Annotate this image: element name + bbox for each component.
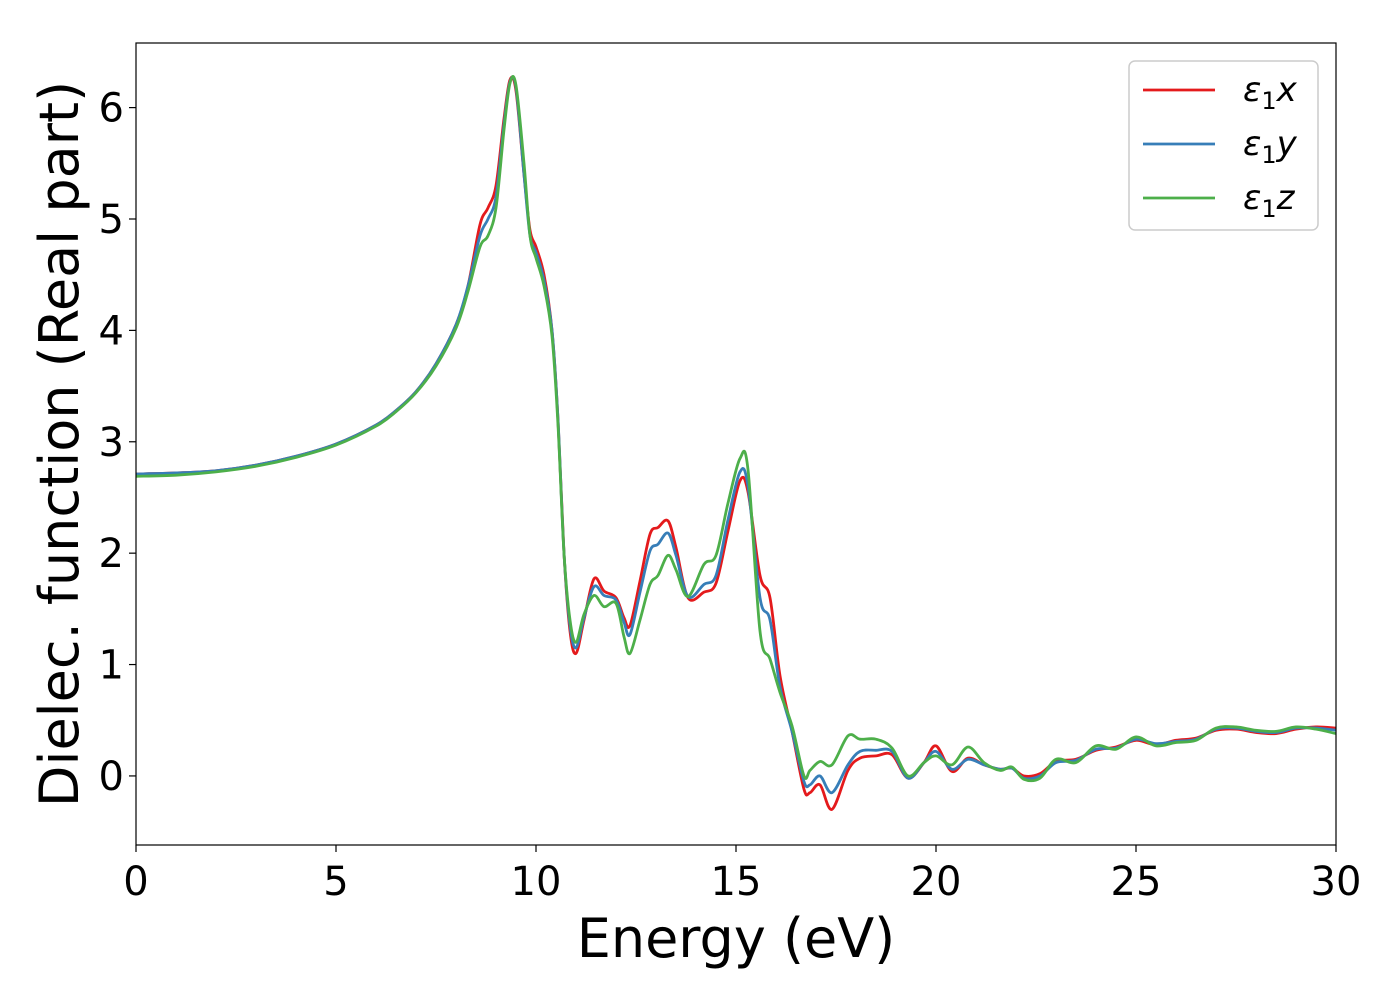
x-tick-label: 15 [711,859,762,905]
y-tick-label: 6 [99,86,124,132]
legend: ε1x ε1y ε1z [1128,60,1319,231]
legend-label-y: ε1y [1243,124,1298,169]
series-layer [136,75,1336,811]
x-axis-ticks: 0 5 10 15 20 25 30 [123,845,1361,905]
series-line-z [136,75,1336,783]
y-tick-label: 5 [99,197,124,243]
y-tick-label: 1 [99,643,124,689]
legend-box [1128,60,1319,231]
x-tick-label: 10 [511,859,562,905]
legend-label-z: ε1z [1243,178,1296,223]
x-axis-label: Energy (eV) [577,907,896,970]
y-tick-label: 2 [99,531,124,577]
y-tick-label: 3 [99,420,124,466]
y-tick-label: 4 [99,308,124,354]
x-tick-label: 25 [1111,859,1162,905]
y-axis-ticks: 0 1 2 3 4 5 6 [99,86,136,800]
x-tick-label: 20 [911,859,962,905]
x-tick-label: 5 [323,859,348,905]
x-tick-label: 30 [1311,859,1362,905]
y-tick-label: 0 [99,754,124,800]
y-axis-label: Dielec. function (Real part) [28,81,91,807]
legend-label-x: ε1x [1243,70,1298,115]
x-tick-label: 0 [123,859,148,905]
